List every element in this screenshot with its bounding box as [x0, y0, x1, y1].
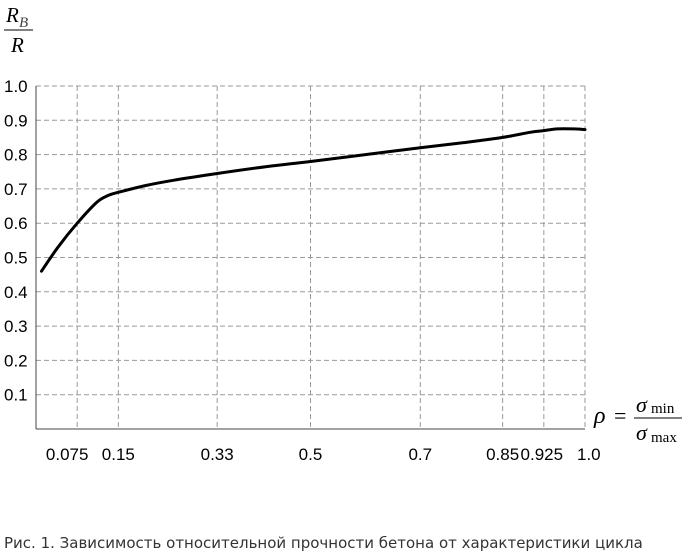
y-tick-label: 0.2: [4, 351, 28, 370]
x-tick-label: 0.7: [408, 445, 432, 464]
x-label-numerator-subscript: min: [651, 401, 675, 417]
x-tick-label: 0.5: [299, 445, 323, 464]
grid-lines: [36, 85, 586, 429]
y-tick-label: 0.3: [4, 317, 28, 336]
series-line-1: [40, 127, 587, 273]
y-label-numerator-subscript: B: [19, 15, 28, 31]
x-tick-label: 0.15: [102, 445, 135, 464]
y-tick-label: 0.1: [4, 386, 28, 405]
x-tick-label: 0.85: [486, 445, 519, 464]
y-tick-label: 0.6: [4, 214, 28, 233]
x-axis-label: ρ = σ min σ max: [593, 392, 682, 446]
x-label-numerator: σ: [636, 392, 648, 417]
chart: 0.1 0.2 0.3 0.4 0.5 0.6 0.7 0.8 0.9 1.0 0.075 0.15…: [4, 3, 682, 464]
figure-caption: Рис. 1. Зависимость относительной прочно…: [4, 534, 643, 552]
y-tick-label: 0.7: [4, 180, 28, 199]
series: [40, 127, 587, 273]
y-tick-label: 0.8: [4, 146, 28, 165]
x-label-equals: =: [614, 403, 626, 428]
x-label-denominator-subscript: max: [651, 430, 677, 446]
x-tick-label: 0.075: [46, 445, 89, 464]
x-label-rho: ρ: [593, 403, 606, 429]
y-tick-label: 0.5: [4, 249, 28, 268]
x-tick-label: 0.925: [521, 445, 564, 464]
x-tick-label: 0.33: [201, 445, 234, 464]
y-label-denominator: R: [10, 33, 24, 57]
x-tick-label: 1.0: [577, 445, 601, 464]
x-tick-labels: 0.075 0.15 0.33 0.5 0.7 0.85 0.925 1.0: [46, 445, 601, 464]
x-label-denominator: σ: [636, 420, 648, 445]
y-tick-labels: 0.1 0.2 0.3 0.4 0.5 0.6 0.7 0.8 0.9 1.0: [4, 77, 28, 405]
y-tick-label: 0.9: [4, 111, 28, 130]
y-tick-label: 1.0: [4, 77, 28, 96]
y-tick-label: 0.4: [4, 283, 28, 302]
y-label-numerator: R: [5, 3, 19, 27]
axes: [35, 86, 585, 430]
y-axis-label: R B R: [4, 3, 33, 57]
